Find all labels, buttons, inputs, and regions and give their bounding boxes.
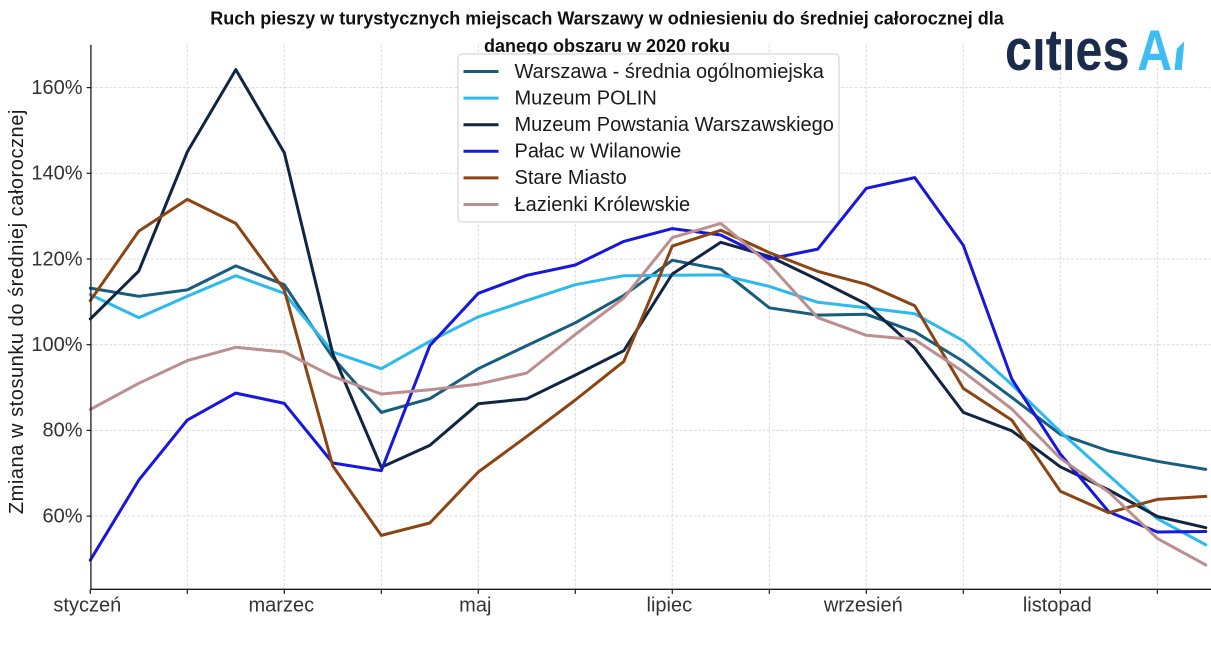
svg-text:Ruch pieszy w turystycznych mi: Ruch pieszy w turystycznych miejscach Wa… <box>210 9 1005 29</box>
svg-text:160%: 160% <box>31 77 82 99</box>
svg-text:maj: maj <box>459 595 491 617</box>
svg-text:Warszawa - średnia ogólnomiejs: Warszawa - średnia ogólnomiejska <box>515 61 825 83</box>
svg-text:100%: 100% <box>31 334 82 356</box>
svg-text:marzec: marzec <box>249 595 315 617</box>
svg-text:120%: 120% <box>31 248 82 270</box>
svg-text:A: A <box>1137 19 1172 83</box>
svg-text:styczeń: styczeń <box>53 595 121 617</box>
svg-text:Pałac w Wilanowie: Pałac w Wilanowie <box>515 141 682 163</box>
svg-text:80%: 80% <box>42 420 82 442</box>
svg-text:Zmiana w stosunku do średniej: Zmiana w stosunku do średniej całoroczne… <box>6 109 28 514</box>
svg-text:140%: 140% <box>31 163 82 185</box>
svg-text:Muzeum Powstania Warszawskiego: Muzeum Powstania Warszawskiego <box>515 114 834 136</box>
svg-text:danego obszaru w 2020 roku: danego obszaru w 2020 roku <box>484 36 730 56</box>
svg-text:lipiec: lipiec <box>647 595 693 617</box>
svg-text:wrzesień: wrzesień <box>823 595 903 617</box>
svg-text:60%: 60% <box>42 505 82 527</box>
svg-text:Stare Miasto: Stare Miasto <box>515 167 627 189</box>
svg-text:listopad: listopad <box>1023 595 1092 617</box>
svg-text:Muzeum POLIN: Muzeum POLIN <box>515 87 657 109</box>
svg-text:Łazienki Królewskie: Łazienki Królewskie <box>515 194 691 216</box>
svg-text:cıtıes: cıtıes <box>1005 19 1130 83</box>
